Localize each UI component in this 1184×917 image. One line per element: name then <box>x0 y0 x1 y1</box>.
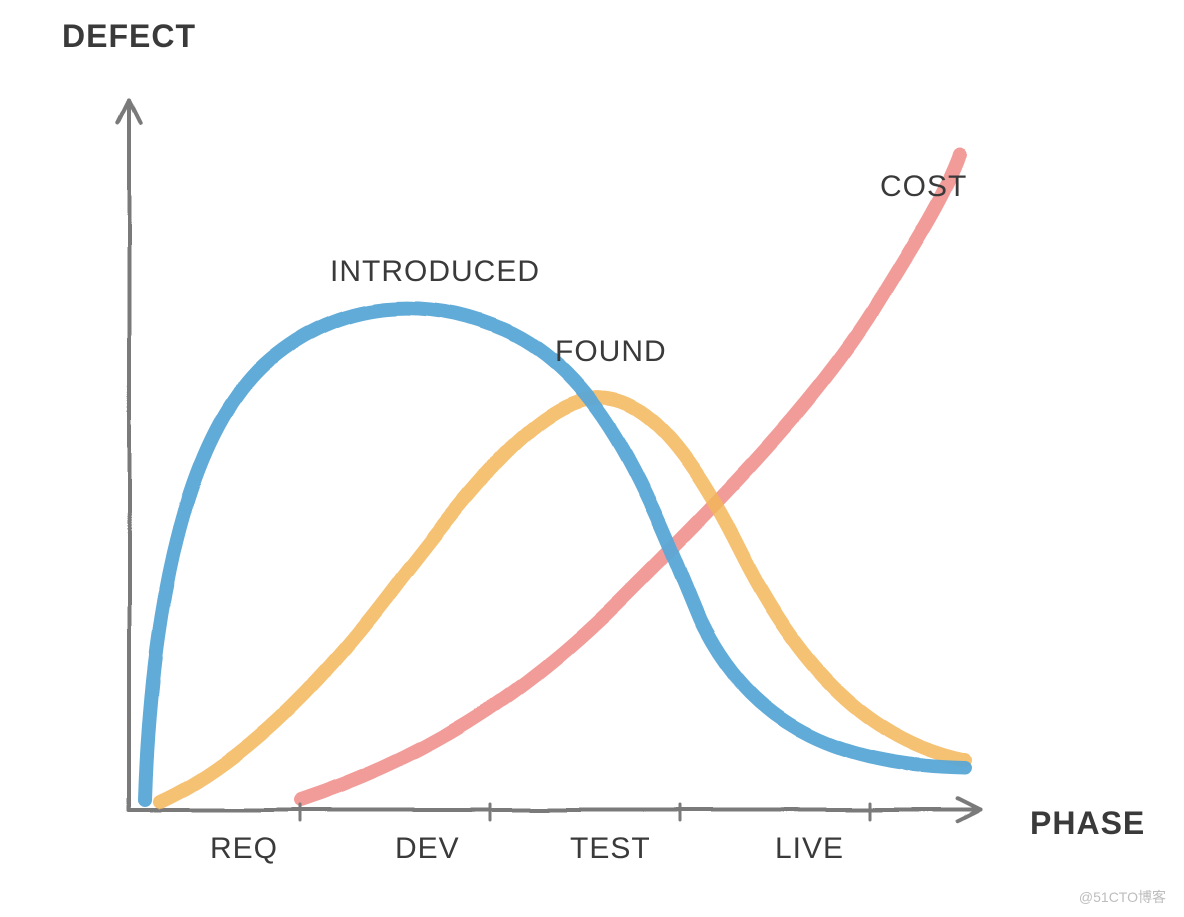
chart-canvas <box>0 0 1184 917</box>
x-axis-label: PHASE <box>1030 805 1145 842</box>
x-tick-dev: DEV <box>395 832 460 866</box>
x-tick-test: TEST <box>570 832 651 866</box>
series-label-introduced: INTRODUCED <box>330 255 540 289</box>
watermark: @51CTO博客 <box>1079 887 1166 907</box>
y-axis-label: DEFECT <box>62 18 196 55</box>
series-label-cost: COST <box>880 170 967 204</box>
x-tick-live: LIVE <box>775 832 844 866</box>
series-label-found: FOUND <box>555 335 667 369</box>
x-tick-req: REQ <box>210 832 278 866</box>
defect-cost-chart: DEFECT PHASE INTRODUCED FOUND COST REQ D… <box>0 0 1184 917</box>
